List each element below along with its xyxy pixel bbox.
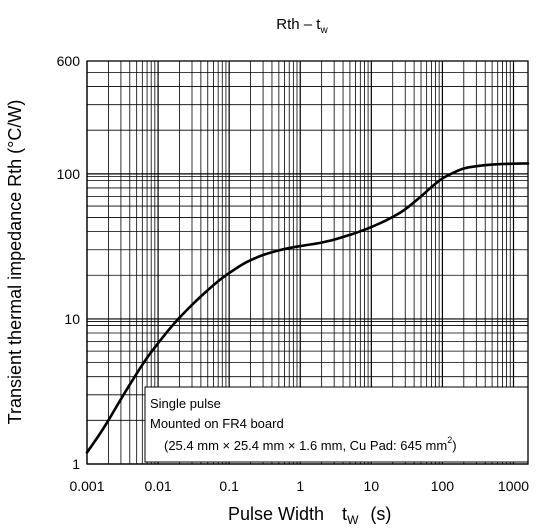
annotation-line-3: (25.4 mm × 25.4 mm × 1.6 mm, Cu Pad: 645… <box>164 435 457 453</box>
x-tick-labels: 0.001 0.01 0.1 1 10 100 1000 <box>69 478 529 494</box>
y-tick-labels: 1 10 100 600 <box>57 53 81 472</box>
annotation-line-3-main: (25.4 mm × 25.4 mm × 1.6 mm, Cu Pad: 645… <box>164 438 447 453</box>
x-tick-label: 1 <box>296 478 304 494</box>
x-tick-label: 0.001 <box>69 478 104 494</box>
annotation-line-3-sup: 2 <box>447 435 452 445</box>
y-tick-label: 100 <box>57 166 81 182</box>
series-line-0 <box>85 162 530 454</box>
annotation-line-3-end: ) <box>452 438 456 453</box>
annotation-background <box>144 386 529 463</box>
x-tick-label: 1000 <box>498 478 529 494</box>
x-axis-label-var: t <box>342 504 347 524</box>
plot-frame <box>86 60 529 465</box>
chart-title-sub: w <box>319 25 328 36</box>
x-axis-label-sub: W <box>347 513 359 527</box>
y-axis-label: Transient thermal impedance Rth (°C/W) <box>5 100 25 425</box>
y-tick-label: 600 <box>57 53 81 69</box>
x-axis-label: Pulse Width tW (s) <box>228 504 391 527</box>
x-tick-label: 10 <box>364 478 380 494</box>
annotation-line-1: Single pulse <box>150 396 221 411</box>
y-tick-label: 1 <box>72 456 80 472</box>
chart-title: Rth – tw <box>276 16 328 36</box>
annotation-box: Single pulse Mounted on FR4 board (25.4 … <box>144 386 529 463</box>
annotation-line-2: Mounted on FR4 board <box>150 416 284 431</box>
x-axis-label-unit: (s) <box>370 504 391 524</box>
x-tick-label: 0.01 <box>144 478 171 494</box>
x-tick-label: 0.1 <box>219 478 239 494</box>
x-tick-label: 100 <box>431 478 455 494</box>
curve-layer <box>85 162 530 454</box>
y-tick-label: 10 <box>64 311 80 327</box>
chart-title-main: Rth – t <box>276 16 321 33</box>
x-axis-label-main: Pulse Width <box>228 504 324 524</box>
